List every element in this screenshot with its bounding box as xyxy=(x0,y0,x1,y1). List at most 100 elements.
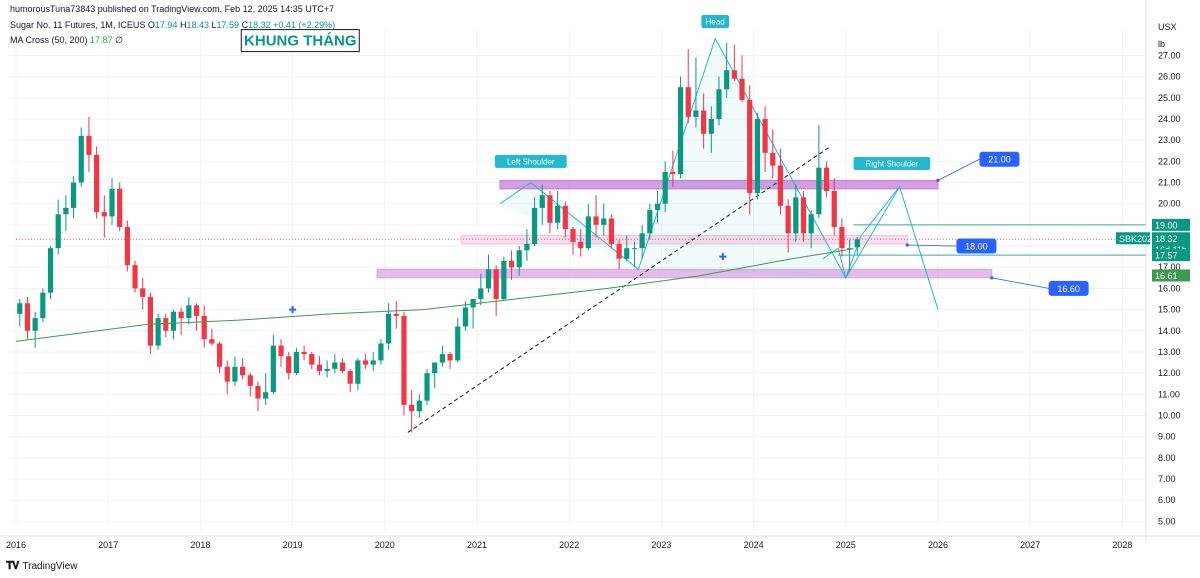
annotations: KHUNG THÁNG Head Left Shoulder Right Should… xyxy=(240,15,1089,314)
candle-body xyxy=(724,70,730,90)
svg-text:16.61: 16.61 xyxy=(1155,271,1178,281)
candle-body xyxy=(409,404,415,412)
candle-body xyxy=(616,243,622,259)
candle-body xyxy=(547,195,553,223)
y-tick-label: 14.00 xyxy=(1158,326,1181,336)
x-tick-label: 2018 xyxy=(190,540,210,550)
candle-body xyxy=(731,70,737,79)
candle-body xyxy=(662,171,668,204)
candle xyxy=(101,195,107,238)
plus-marker-icon xyxy=(719,253,727,261)
candle-body xyxy=(677,87,684,175)
candle xyxy=(493,265,499,316)
candle-body xyxy=(201,315,207,340)
candle xyxy=(747,85,753,215)
last-price-label: 18.32 xyxy=(1152,232,1190,245)
x-tick-label: 2019 xyxy=(283,540,303,550)
candle-body xyxy=(362,360,369,365)
candle-body xyxy=(24,303,31,331)
symbol-price-label: SBK2025 xyxy=(1116,232,1157,245)
candle xyxy=(94,146,100,219)
ma-extra: ∅ xyxy=(115,35,123,45)
x-tick-label: 2020 xyxy=(375,540,395,550)
candle xyxy=(831,178,837,236)
candle-body xyxy=(485,269,492,289)
candle-body xyxy=(593,216,599,225)
candle xyxy=(278,339,284,367)
candle xyxy=(240,358,246,380)
svg-text:SBK2025: SBK2025 xyxy=(1119,234,1157,244)
candle xyxy=(32,311,38,348)
symbol-name[interactable]: Sugar No. 11 Futures, 1M, ICEUS xyxy=(10,20,146,30)
title-box xyxy=(240,29,360,53)
candle xyxy=(716,76,722,126)
candle xyxy=(355,358,361,391)
ma-line xyxy=(15,248,854,342)
candle-body xyxy=(439,354,445,363)
candle-body xyxy=(516,250,522,268)
candle xyxy=(570,226,576,255)
candle-body xyxy=(378,343,384,361)
target-box xyxy=(956,238,997,254)
candle-body xyxy=(70,182,77,208)
candle-body xyxy=(847,248,853,250)
candle xyxy=(216,341,223,374)
price-level-label: 17.57 xyxy=(1152,249,1190,262)
candle xyxy=(432,362,438,388)
y-tick-label: 12.00 xyxy=(1158,368,1181,378)
candle xyxy=(724,42,730,98)
candle xyxy=(562,201,568,238)
candle-body xyxy=(639,233,645,249)
ma-value: 17.87 xyxy=(90,35,113,45)
y-tick-label: 16.00 xyxy=(1158,283,1181,293)
candle xyxy=(685,49,691,124)
annotation-pattern-label: Left Shoulder xyxy=(494,154,567,168)
candle-body xyxy=(747,99,753,194)
y-tick-label: 26.00 xyxy=(1158,72,1181,82)
x-tick-label: 2028 xyxy=(1112,540,1132,550)
symbol-line: Sugar No. 11 Futures, 1M, ICEUS O17.94 H… xyxy=(10,20,335,30)
candle xyxy=(232,356,238,386)
candle-body xyxy=(17,303,23,314)
candle-body xyxy=(386,313,392,344)
candle xyxy=(293,347,299,376)
candle-body xyxy=(163,318,169,331)
y-tick-label: 23.00 xyxy=(1158,135,1181,145)
candle-body xyxy=(32,318,38,331)
ma-200-line xyxy=(15,248,854,342)
candle-body xyxy=(86,135,92,155)
candle xyxy=(631,241,638,268)
candle xyxy=(132,260,138,293)
candle-body xyxy=(416,400,422,412)
candle-body xyxy=(170,311,177,331)
candle xyxy=(647,203,653,240)
candle-body xyxy=(777,165,784,206)
svg-text:19.00: 19.00 xyxy=(1155,220,1178,230)
candle xyxy=(117,182,123,232)
y-tick-label: 17.00 xyxy=(1158,262,1181,272)
ohlc-low: L17.59 xyxy=(211,20,240,30)
svg-text:17.57: 17.57 xyxy=(1155,251,1178,261)
candle xyxy=(524,229,530,261)
candle xyxy=(447,351,453,369)
candle-body xyxy=(578,241,584,249)
indicator-line[interactable]: MA Cross (50, 200) 17.87 ∅ xyxy=(10,35,123,46)
annotation-target: 21.00 xyxy=(936,151,1020,182)
candle xyxy=(163,313,169,338)
y-tick-label: 22.00 xyxy=(1158,156,1181,166)
candle-body xyxy=(78,135,84,183)
time-axis[interactable]: 2016 2017 2018 2019 2020 2021 2022 2023 2024 2025… xyxy=(0,535,1200,550)
candle-body xyxy=(762,118,768,153)
candle xyxy=(170,309,177,340)
pattern-label-box xyxy=(701,15,729,29)
candle-body xyxy=(240,366,246,376)
candle-body xyxy=(47,248,54,293)
candle xyxy=(270,335,276,395)
y-tick-label: 21.00 xyxy=(1158,178,1181,188)
candle-body xyxy=(117,188,123,227)
candle-body xyxy=(470,299,476,308)
candle xyxy=(224,360,230,395)
candle-body xyxy=(247,375,253,386)
price-axis[interactable]: 5.00 6.00 7.00 8.00 9.00 10.00 11.00 12.00 13.00… xyxy=(1145,0,1181,542)
